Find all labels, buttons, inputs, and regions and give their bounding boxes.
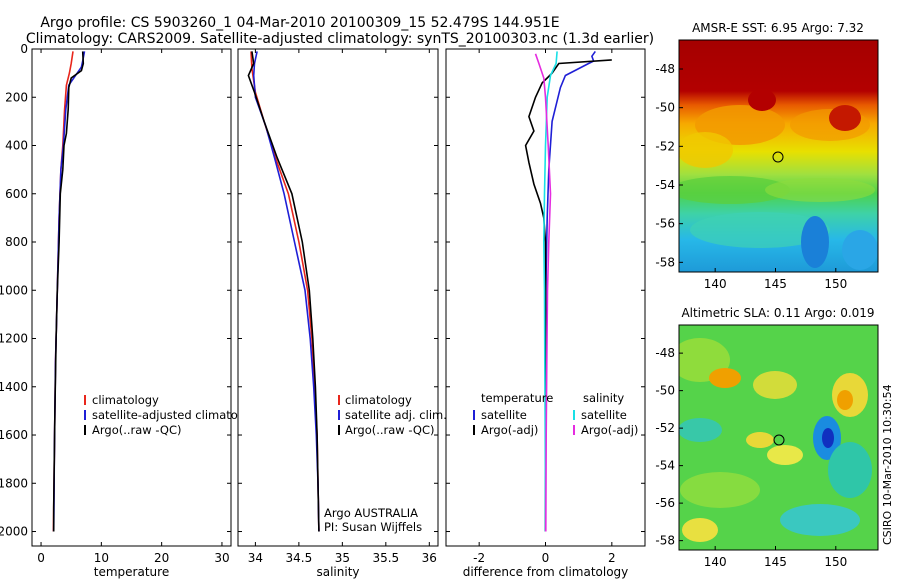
- depth-tick-label: 200: [5, 90, 28, 104]
- temperature-panel: 0 200 400 600 800 1000 1200 1400 1600 1800 2000 0 10…: [0, 42, 262, 579]
- sst-map-ytick-label: -56: [655, 217, 675, 231]
- legend-label: climatology: [92, 393, 159, 407]
- temperature-xtick-label: 10: [94, 551, 109, 565]
- salinity-xtick-label: 35.5: [372, 551, 399, 565]
- sla-map-ytick-label: -56: [655, 496, 675, 510]
- series-satellite-adj-clim-: [252, 51, 320, 532]
- legend-label: satellite: [581, 408, 627, 422]
- difference-xtick-label: -2: [473, 551, 485, 565]
- legend-label: satellite-adjusted climatology: [92, 408, 262, 422]
- legend-label: satellite: [481, 408, 527, 422]
- sst-map-ytick-label: -58: [655, 255, 675, 269]
- sla-map-xtick-label: 140: [704, 555, 727, 569]
- sst-map-panel: AMSR-E SST: 6.95 Argo: 7.32 140 145 150 -48…: [655, 21, 879, 291]
- series-argo-raw-qc-: [247, 51, 320, 532]
- temperature-axes-box: [31, 48, 232, 547]
- depth-tick-label: 2000: [0, 525, 28, 539]
- temperature-xlabel: temperature: [94, 565, 169, 579]
- sst-argo-marker: [772, 151, 784, 163]
- difference-xtick-label: 2: [608, 551, 616, 565]
- sla-map-xtick-label: 145: [764, 555, 787, 569]
- header-line1: Argo profile: CS 5903260_1 04-Mar-2010 2…: [40, 15, 559, 31]
- legend-label: climatology: [345, 393, 412, 407]
- salinity-panel: 34 34.5 35 35.5 36 salinity climatologysatelli…: [237, 48, 447, 579]
- salinity-xlabel: salinity: [316, 565, 359, 579]
- sst-map-ytick-label: -54: [655, 178, 675, 192]
- salinity-xtick-label: 36: [422, 551, 437, 565]
- sla-argo-marker: [773, 434, 785, 446]
- sla-map-ytick-label: -50: [655, 384, 675, 398]
- sst-map-title: AMSR-E SST: 6.95 Argo: 7.32: [692, 21, 864, 35]
- salinity-xtick-label: 34: [248, 551, 263, 565]
- difference-xtick-label: 0: [542, 551, 550, 565]
- temperature-xtick-label: 0: [37, 551, 45, 565]
- series-salinity-satellite: [542, 51, 558, 532]
- legend-label: Argo(..raw -QC): [92, 423, 182, 437]
- depth-tick-label: 800: [5, 235, 28, 249]
- side-timestamp-label: CSIRO 10-Mar-2010 10:30:54: [881, 384, 894, 545]
- series-argo-raw-qc-: [52, 51, 85, 532]
- legend-title-temperature: temperature: [481, 391, 553, 405]
- sst-map-ytick-label: -48: [655, 62, 675, 76]
- depth-tick-label: 1000: [0, 283, 28, 297]
- depth-tick-label: 400: [5, 139, 28, 153]
- series-salinity-argo-adj-: [534, 53, 552, 532]
- sst-heatmap: [679, 40, 878, 272]
- salinity-axes-box: [237, 48, 439, 547]
- difference-xlabel: difference from climatology: [463, 565, 629, 579]
- temperature-xtick-label: 30: [214, 551, 229, 565]
- sla-heatmap: [679, 325, 878, 550]
- depth-tick-label: 1800: [0, 476, 28, 490]
- temperature-xtick-label: 20: [154, 551, 169, 565]
- sla-map-panel: Altimetric SLA: 0.11 Argo: 0.019 140 145 1…: [655, 306, 879, 569]
- depth-tick-label: 1400: [0, 380, 28, 394]
- header-line2: Climatology: CARS2009. Satellite-adjuste…: [26, 31, 654, 47]
- legend-label: satellite adj. clim.: [345, 408, 447, 422]
- depth-tick-label: 1200: [0, 332, 28, 346]
- sst-map-ytick-label: -50: [655, 101, 675, 115]
- sst-map-xtick-label: 145: [764, 277, 787, 291]
- depth-tick-label: 0: [20, 42, 28, 56]
- sst-map-xtick-label: 150: [824, 277, 847, 291]
- sla-map-xtick-label: 150: [824, 555, 847, 569]
- sla-map-ytick-label: -52: [655, 421, 675, 435]
- sla-map-title: Altimetric SLA: 0.11 Argo: 0.019: [681, 306, 874, 320]
- legend-label: Argo(-adj): [581, 423, 638, 437]
- legend-label: Argo(-adj): [481, 423, 538, 437]
- depth-tick-label: 1600: [0, 428, 28, 442]
- argo-annotation: Argo AUSTRALIA: [324, 506, 418, 520]
- sla-map-ytick-label: -58: [655, 534, 675, 548]
- sst-map-xtick-label: 140: [704, 277, 727, 291]
- sla-map-ytick-label: -54: [655, 459, 675, 473]
- salinity-xtick-label: 35: [335, 551, 350, 565]
- salinity-xtick-label: 34.5: [286, 551, 313, 565]
- sst-map-ytick-label: -52: [655, 139, 675, 153]
- legend-label: Argo(..raw -QC): [345, 423, 435, 437]
- depth-tick-label: 600: [5, 187, 28, 201]
- argo-annotation: PI: Susan Wijffels: [324, 520, 422, 534]
- sla-map-ytick-label: -48: [655, 346, 675, 360]
- legend-title-salinity: salinity: [583, 391, 624, 405]
